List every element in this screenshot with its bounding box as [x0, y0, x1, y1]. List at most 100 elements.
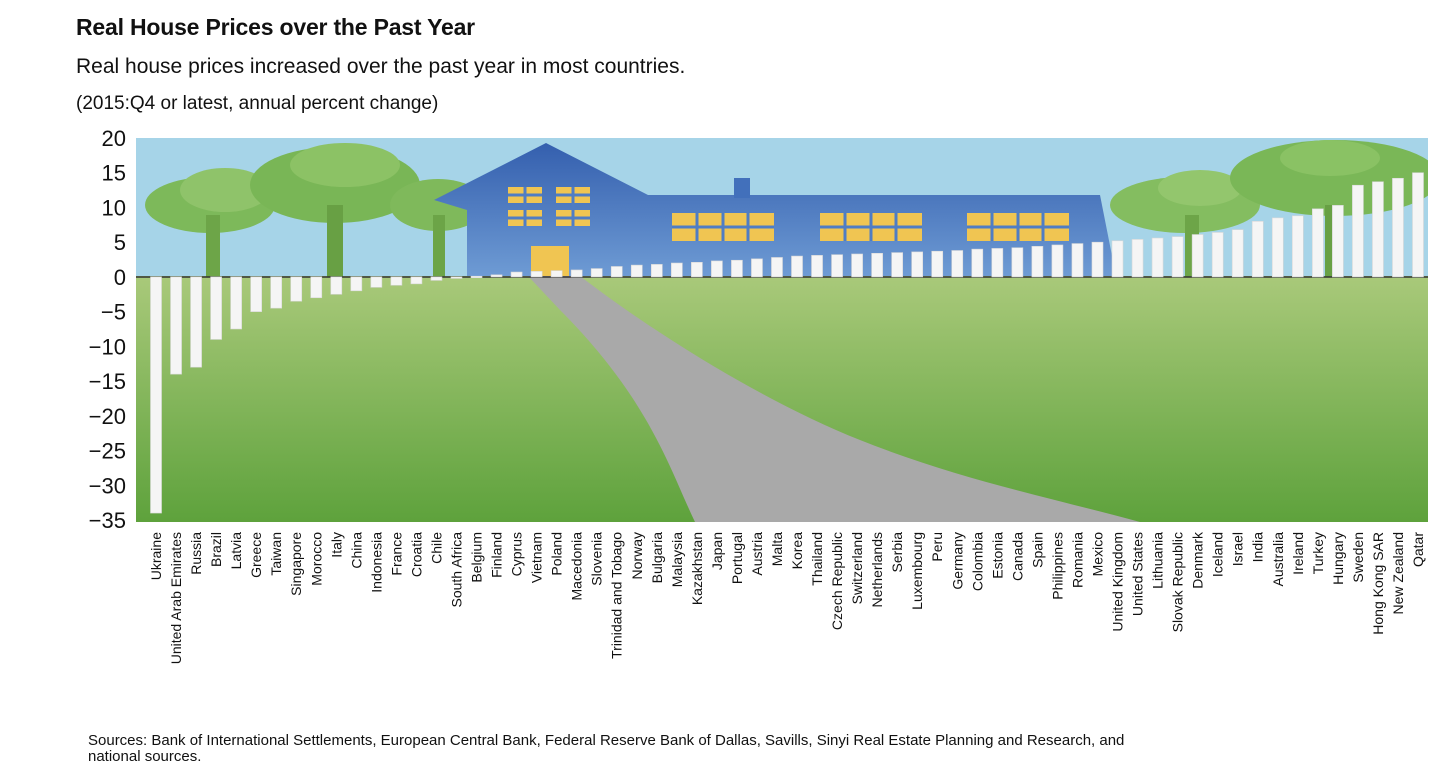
x-tick-label: Slovenia [589, 532, 605, 586]
bar [530, 271, 543, 278]
bar [1011, 247, 1024, 278]
bar [1131, 239, 1144, 278]
bar [1211, 232, 1224, 278]
y-tick-label: 20 [102, 126, 126, 151]
bar [911, 251, 924, 278]
y-tick-label: −10 [89, 334, 126, 359]
bar [610, 266, 623, 278]
x-tick-label: Morocco [308, 532, 324, 586]
x-tick-label: Lithuania [1150, 532, 1166, 589]
y-tick-label: −35 [89, 508, 126, 533]
x-tick-label: Luxembourg [909, 532, 925, 610]
x-tick-label: Estonia [989, 532, 1005, 579]
x-tick-label: Czech Republic [829, 532, 845, 630]
x-tick-label: Indonesia [368, 532, 384, 593]
bar [1251, 221, 1264, 278]
bar [851, 253, 863, 278]
x-tick-label: Israel [1230, 532, 1246, 566]
bar [1051, 244, 1064, 278]
x-tick-label: Latvia [228, 532, 244, 570]
y-tick-label: −5 [101, 300, 126, 325]
x-tick-label: Qatar [1410, 532, 1426, 567]
x-tick-label: Korea [789, 532, 805, 570]
x-tick-label: Romania [1069, 532, 1085, 588]
x-tick-label: Slovak Republic [1170, 532, 1186, 632]
bar [711, 260, 723, 278]
x-tick-label: Australia [1270, 532, 1286, 587]
x-tick-label: Bulgaria [649, 532, 665, 584]
x-tick-label: Ukraine [148, 532, 164, 580]
bar [190, 276, 202, 368]
x-tick-label: South Africa [448, 532, 464, 608]
bar [691, 262, 703, 278]
bar [430, 276, 443, 281]
bar [290, 276, 303, 302]
bar [1312, 208, 1324, 278]
y-axis-ticks: 20 15 10 5 0 −5 −10 −15 −20 −25 −30 −35 [89, 126, 126, 533]
x-tick-label: Turkey [1310, 532, 1326, 574]
x-tick-label: France [388, 532, 404, 576]
x-tick-label: Sweden [1350, 532, 1366, 583]
bar [791, 255, 803, 278]
bar [1191, 234, 1204, 278]
x-tick-label: United States [1130, 532, 1146, 616]
x-tick-label: Trinidad and Tobago [609, 532, 625, 659]
x-tick-label: Hungary [1330, 532, 1346, 585]
y-tick-label: 5 [114, 230, 126, 255]
x-tick-label: Macedonia [569, 532, 585, 601]
x-axis-labels: Ukraine United Arab Emirates Russia Brazil L… [148, 531, 1426, 664]
x-tick-label: Poland [549, 532, 565, 576]
x-tick-label: Croatia [408, 532, 424, 577]
x-tick-label: Chile [428, 532, 444, 564]
x-tick-label: Belgium [469, 532, 485, 583]
bar [370, 276, 383, 288]
x-tick-label: Norway [629, 532, 645, 579]
bar [590, 268, 603, 278]
bar [1091, 241, 1104, 278]
y-tick-label: −30 [89, 473, 126, 498]
bar [650, 264, 663, 278]
bar [1392, 177, 1404, 278]
bar [991, 248, 1004, 278]
x-tick-label: Philippines [1049, 532, 1065, 600]
x-tick-label: Japan [709, 532, 725, 570]
chart-title: Real House Prices over the Past Year [76, 14, 475, 40]
bar [1031, 246, 1044, 278]
bar [671, 262, 683, 278]
bar [1231, 229, 1244, 278]
bar [891, 252, 903, 278]
x-tick-label: Mexico [1089, 532, 1105, 577]
bar [230, 276, 242, 330]
x-tick-label: Germany [949, 532, 965, 590]
bar [510, 271, 523, 278]
bar [410, 276, 423, 285]
x-tick-label: Peru [929, 532, 945, 562]
x-tick-label: Kazakhstan [689, 532, 705, 605]
bar [250, 276, 262, 312]
bar [931, 250, 944, 278]
bar [971, 248, 984, 278]
x-tick-label: Russia [188, 532, 204, 575]
y-tick-label: 0 [114, 265, 126, 290]
background-illustration [136, 138, 1428, 522]
bar [951, 250, 964, 278]
bar [170, 276, 182, 375]
bar [330, 276, 343, 295]
bar [210, 276, 222, 340]
x-tick-label: Finland [489, 532, 505, 578]
bar [350, 276, 363, 292]
bar [630, 264, 643, 278]
bar [1372, 181, 1384, 278]
bar [390, 276, 403, 286]
x-tick-label: Greece [248, 532, 264, 578]
x-tick-label: Portugal [729, 532, 745, 584]
bar [771, 257, 783, 278]
x-tick-label: Denmark [1190, 531, 1206, 589]
x-tick-label: Netherlands [869, 532, 885, 608]
x-tick-label: Switzerland [849, 532, 865, 604]
bar [1171, 236, 1184, 278]
bar [1352, 184, 1364, 278]
x-tick-label: Italy [328, 532, 344, 558]
x-tick-label: Malta [769, 532, 785, 566]
